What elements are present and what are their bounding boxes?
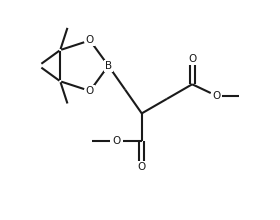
Text: O: O — [188, 54, 196, 64]
Text: B: B — [105, 61, 112, 71]
Text: O: O — [138, 161, 146, 172]
Text: O: O — [86, 35, 94, 45]
Text: O: O — [112, 136, 121, 146]
Text: O: O — [86, 86, 94, 96]
Text: O: O — [212, 91, 220, 101]
